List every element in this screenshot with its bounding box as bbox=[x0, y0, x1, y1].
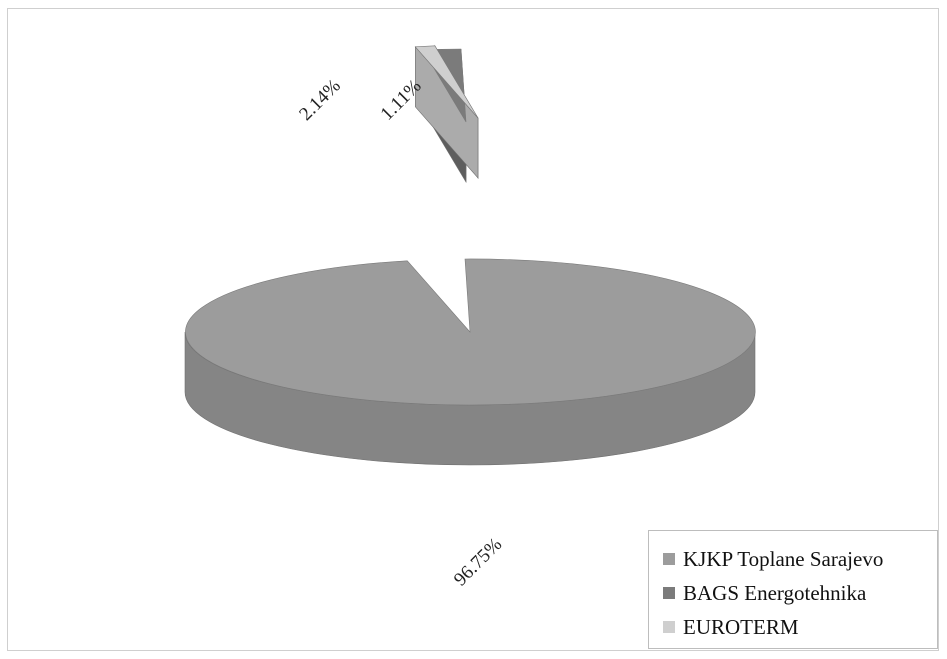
pie-slice-euroterm bbox=[414, 45, 479, 119]
legend-swatch-kjkp bbox=[663, 553, 675, 565]
data-label-kjkp: 96.75% bbox=[450, 534, 506, 590]
legend-label: EUROTERM bbox=[683, 614, 799, 639]
legend-label: BAGS Energotehnika bbox=[683, 580, 867, 605]
legend-swatch-euroterm bbox=[663, 621, 675, 633]
legend-swatch-bags bbox=[663, 587, 675, 599]
legend: KJKP Toplane Sarajevo BAGS Energotehnika… bbox=[648, 530, 938, 649]
data-label-bags: 2.14% bbox=[295, 75, 345, 125]
pie-slice-kjkp bbox=[185, 258, 756, 406]
legend-item-bags: BAGS Energotehnika bbox=[663, 576, 937, 610]
legend-item-euroterm: EUROTERM bbox=[663, 610, 937, 644]
legend-label: KJKP Toplane Sarajevo bbox=[683, 546, 884, 571]
legend-item-kjkp: KJKP Toplane Sarajevo bbox=[663, 542, 937, 576]
